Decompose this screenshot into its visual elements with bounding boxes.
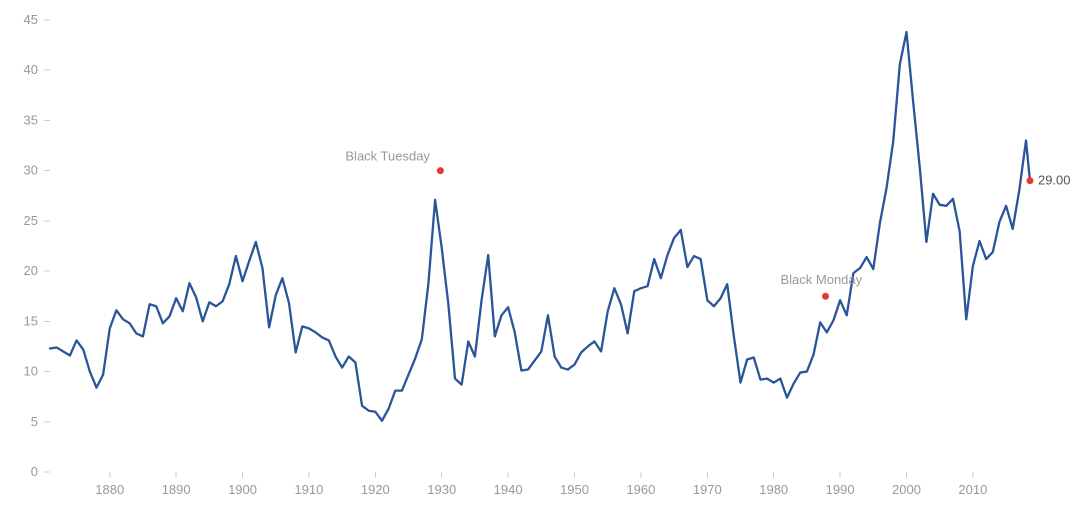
black-monday-label: Black Monday: [780, 272, 862, 287]
x-tick-label: 1890: [162, 482, 191, 497]
chart-container: 0 5 10 15 20 25 30 35 40 45 1880 1890 1900 1910 1920 19…: [0, 0, 1086, 517]
black-tuesday-dot: [437, 167, 444, 174]
x-tick-label: 1950: [560, 482, 589, 497]
x-tick-label: 1930: [427, 482, 456, 497]
x-tick-label: 2000: [892, 482, 921, 497]
y-tick-label: 25: [24, 213, 38, 228]
y-tick-label: 10: [24, 364, 38, 379]
y-tick-label: 35: [24, 112, 38, 127]
line-chart: 0 5 10 15 20 25 30 35 40 45 1880 1890 1900 1910 1920 19…: [0, 0, 1086, 517]
endpoint-dot: [1026, 177, 1033, 184]
x-tick-label: 2010: [958, 482, 987, 497]
x-tick-label: 1910: [294, 482, 323, 497]
y-tick-label: 45: [24, 12, 38, 27]
x-tick-label: 1980: [759, 482, 788, 497]
y-tick-label: 5: [31, 414, 38, 429]
y-tick-label: 15: [24, 313, 38, 328]
x-tick-label: 1900: [228, 482, 257, 497]
y-tick-label: 40: [24, 62, 38, 77]
black-tuesday-label: Black Tuesday: [345, 149, 430, 164]
black-monday-dot: [822, 293, 829, 300]
x-tick-label: 1970: [693, 482, 722, 497]
y-tick-label: 30: [24, 163, 38, 178]
x-tick-label: 1960: [626, 482, 655, 497]
y-tick-label: 20: [24, 263, 38, 278]
endpoint-label: 29.00: [1038, 173, 1071, 188]
x-tick-label: 1990: [826, 482, 855, 497]
y-tick-label: 0: [31, 464, 38, 479]
x-tick-label: 1920: [361, 482, 390, 497]
x-tick-label: 1940: [494, 482, 523, 497]
x-tick-label: 1880: [95, 482, 124, 497]
